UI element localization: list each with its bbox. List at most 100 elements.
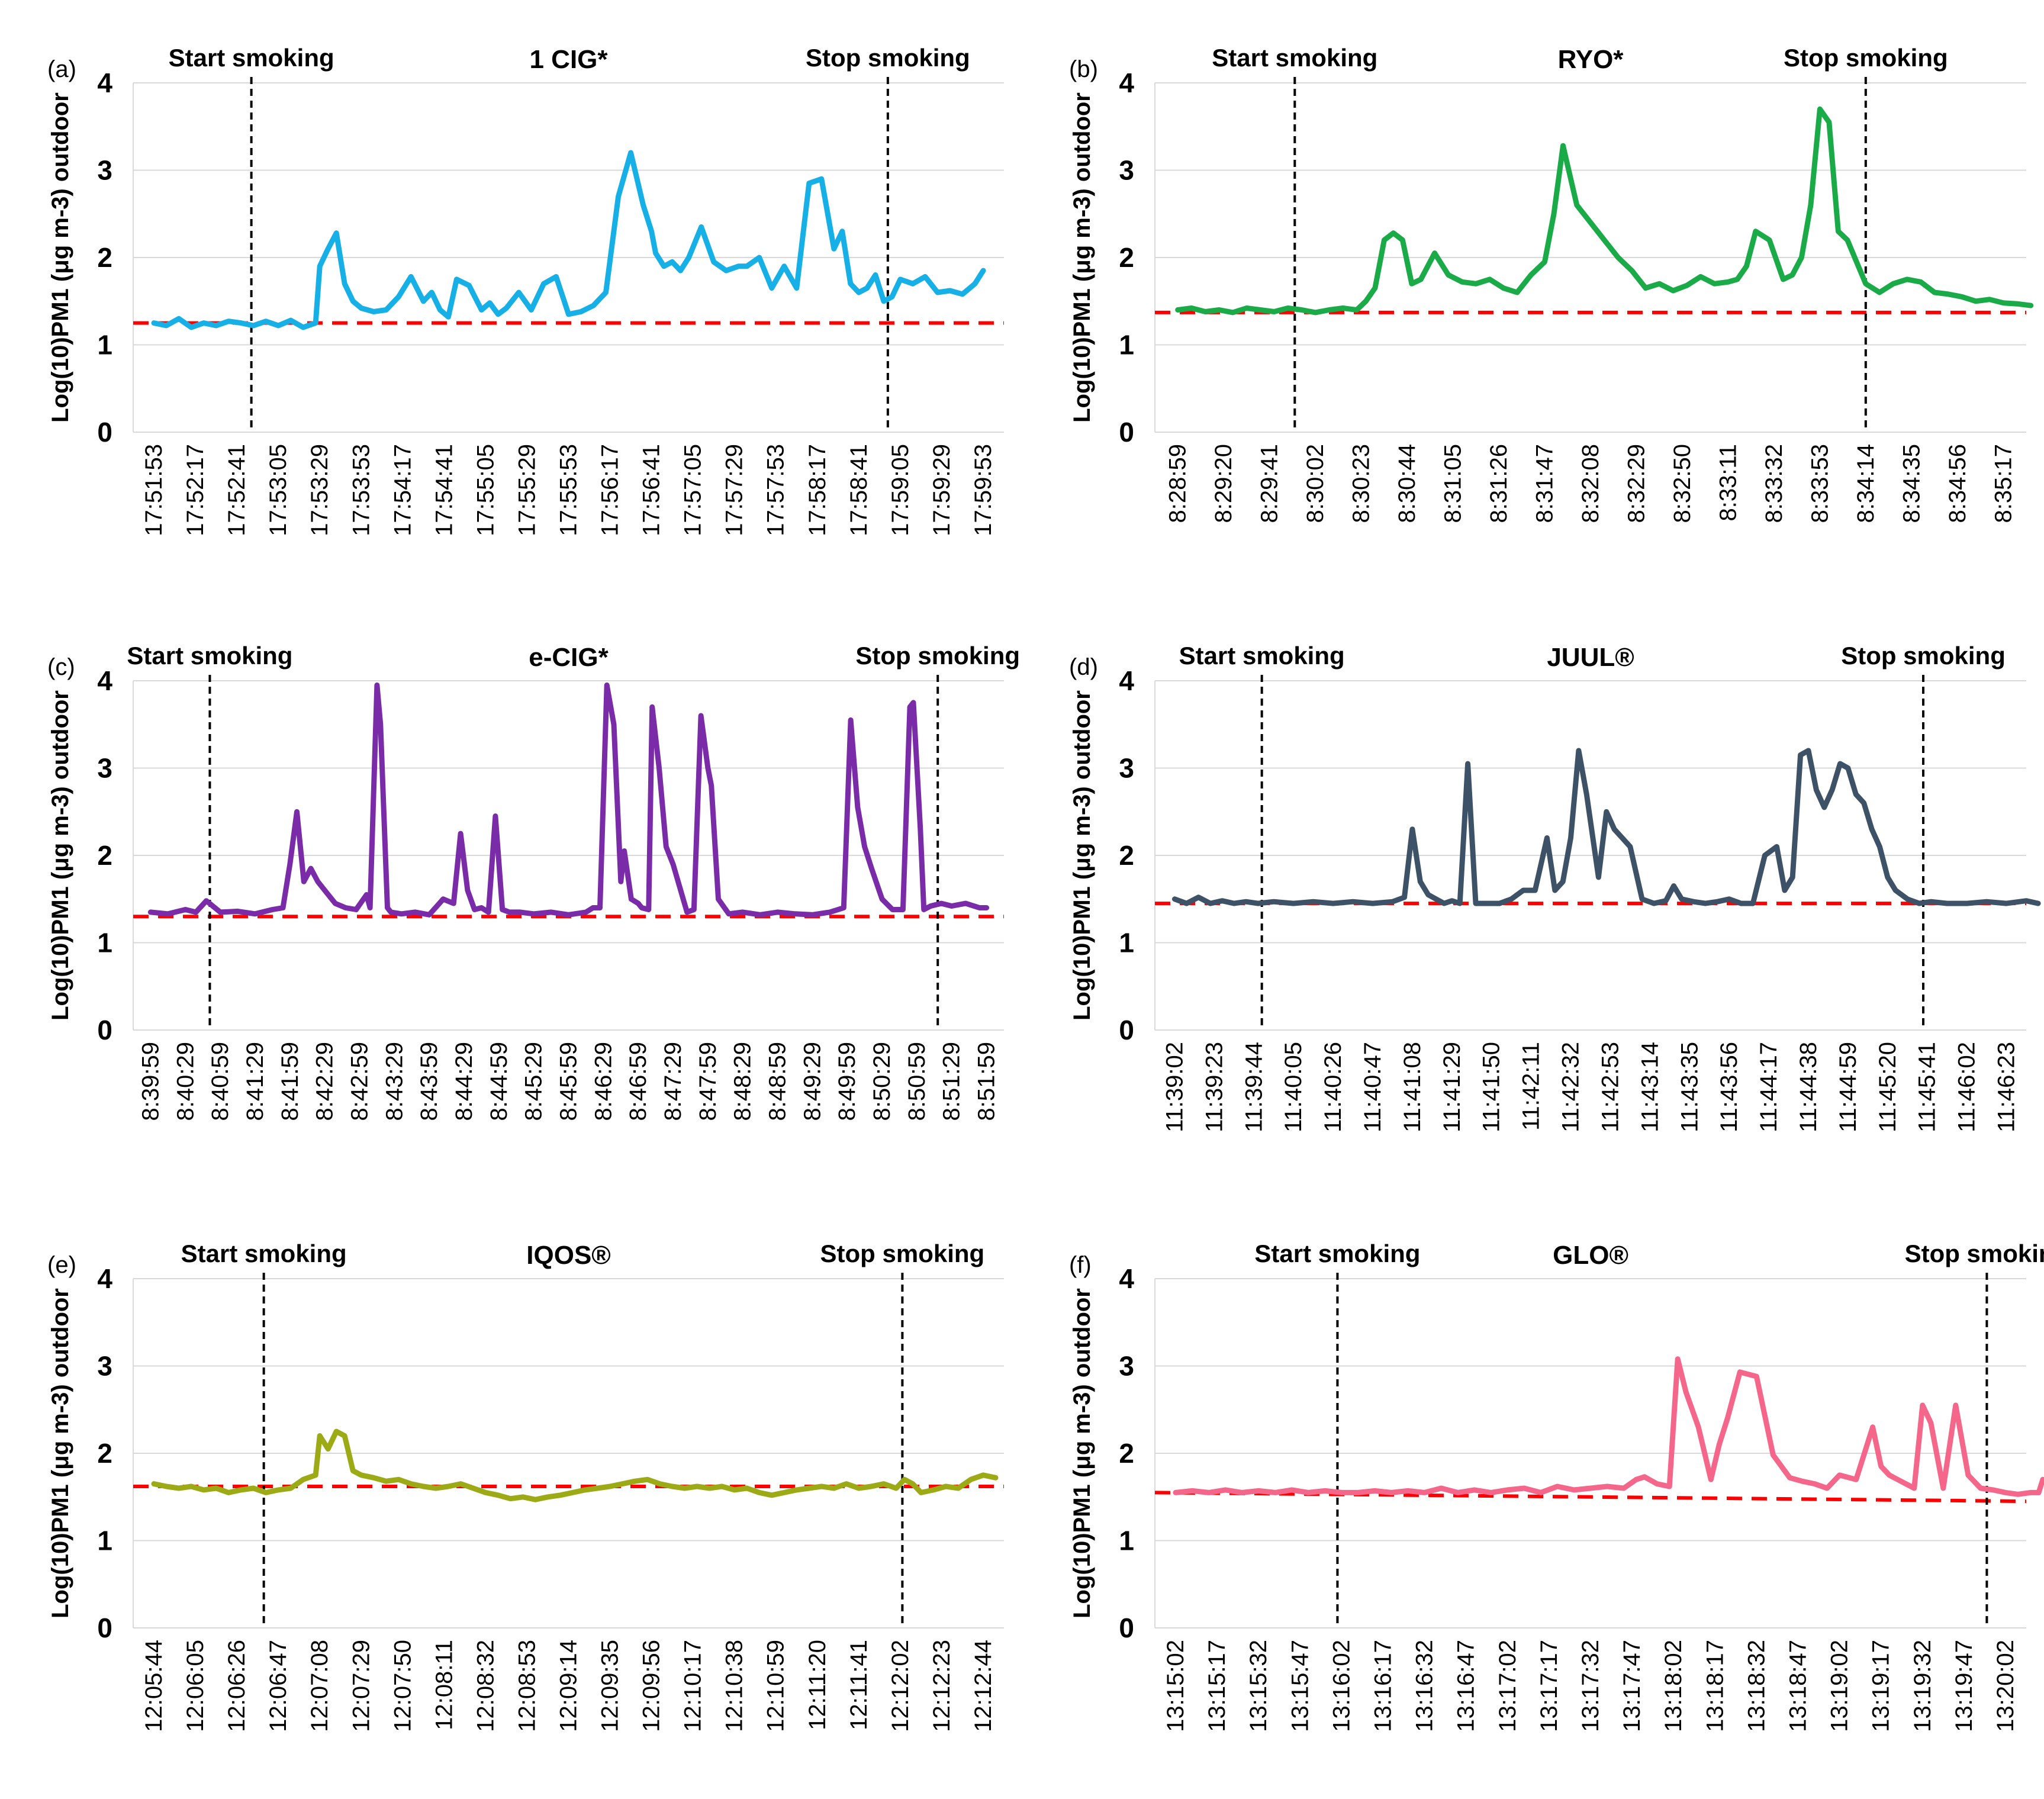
x-tick-label: 8:44:29: [451, 1042, 477, 1121]
x-tick-label: 13:18:02: [1660, 1640, 1686, 1732]
x-tick-label: 8:43:59: [416, 1042, 442, 1121]
x-tick-label: 11:44:38: [1795, 1042, 1821, 1132]
x-tick-label: 13:15:32: [1245, 1640, 1272, 1732]
x-tick-label: 8:45:29: [521, 1042, 547, 1121]
x-tick-label: 8:48:29: [730, 1042, 756, 1121]
x-tick-label: 12:08:53: [514, 1640, 540, 1732]
x-tick-label: 8:47:59: [695, 1042, 721, 1121]
panel-label: (c): [47, 654, 75, 680]
x-tick-label: 17:52:17: [182, 444, 208, 536]
x-tick-label: 8:40:29: [172, 1042, 198, 1121]
x-tick-label: 8:40:59: [207, 1042, 233, 1121]
x-tick-label: 11:44:17: [1756, 1042, 1782, 1132]
y-tick-label: 4: [1119, 67, 1134, 98]
x-tick-label: 11:41:08: [1399, 1042, 1425, 1132]
start-smoking-label: Start smoking: [181, 1240, 347, 1267]
x-tick-label: 8:32:50: [1669, 444, 1695, 523]
y-tick-label: 4: [1119, 1263, 1134, 1294]
x-tick-label: 12:10:59: [763, 1640, 789, 1732]
panel-f: (f) GLO® 0 1 2 3 4 13:15:02 13:15:17 13:15:32 13:1…: [1022, 1196, 2044, 1799]
x-tick-label: 17:56:41: [639, 444, 665, 536]
x-tick-label: 8:48:59: [765, 1042, 791, 1121]
x-tick-label: 11:41:29: [1439, 1042, 1465, 1132]
stop-smoking-label: Stop smoking: [1905, 1240, 2044, 1267]
x-tick-label: 11:39:02: [1161, 1042, 1187, 1132]
panel-label: (a): [47, 56, 76, 82]
x-tick-label: 8:51:29: [939, 1042, 965, 1121]
x-tick-label: 8:33:53: [1807, 444, 1833, 523]
y-axis-label: Log(10)PM1 (μg m-3) outdoor: [1069, 92, 1095, 423]
y-tick-label: 0: [1119, 1015, 1134, 1045]
y-axis-label: Log(10)PM1 (μg m-3) outdoor: [47, 1288, 73, 1618]
x-tick-label: 11:46:23: [1994, 1042, 2020, 1132]
x-tick-label: 12:06:05: [182, 1640, 208, 1732]
x-tick-label: 11:43:14: [1637, 1042, 1663, 1132]
x-tick-label: 8:29:41: [1257, 444, 1283, 523]
x-tick-label: 8:41:29: [242, 1042, 268, 1121]
x-tick-label: 8:44:59: [486, 1042, 512, 1121]
x-tick-label: 8:29:20: [1211, 444, 1237, 523]
x-tick-label: 17:58:17: [804, 444, 831, 536]
x-tick-label: 8:31:26: [1486, 444, 1512, 523]
chart-title: 1 CIG*: [529, 45, 608, 74]
x-tick-label: 8:50:29: [869, 1042, 895, 1121]
baseline-line: [1154, 1491, 2027, 1504]
x-tick-label: 8:31:05: [1440, 444, 1466, 523]
chart-svg: (e) IQOS® 0 1 2 3 4 12:05:44 12:06:05 12:06:26 12:…: [47, 1240, 1004, 1732]
stop-smoking-label: Stop smoking: [1784, 44, 1948, 72]
start-smoking-label: Start smoking: [1212, 44, 1377, 72]
x-tick-label: 13:18:17: [1702, 1640, 1728, 1732]
y-axis-label: Log(10)PM1 (μg m-3) outdoor: [1069, 690, 1095, 1021]
panel-label: (d): [1069, 654, 1098, 680]
y-tick-label: 2: [97, 840, 112, 871]
x-tick-label: 11:43:35: [1676, 1042, 1702, 1132]
x-tick-label: 13:16:47: [1453, 1640, 1479, 1732]
x-tick-label: 13:16:17: [1370, 1640, 1396, 1732]
panel-e: (e) IQOS® 0 1 2 3 4 12:05:44 12:06:05 12:06:26 12:…: [0, 1196, 1022, 1799]
x-tick-label: 8:39:59: [137, 1042, 163, 1121]
x-tick-label: 8:46:59: [625, 1042, 651, 1121]
x-tick-label: 17:59:29: [929, 444, 955, 536]
series-line: [1173, 1356, 2044, 1497]
x-tick-label: 17:53:05: [265, 444, 291, 536]
x-tick-label: 13:17:02: [1495, 1640, 1521, 1732]
x-tick-label: 17:51:53: [141, 444, 167, 536]
x-tick-label: 8:45:59: [556, 1042, 582, 1121]
x-tick-label: 8:46:29: [590, 1042, 616, 1121]
x-tick-label: 17:57:05: [680, 444, 706, 536]
y-tick-label: 3: [97, 155, 112, 186]
x-tick-label: 13:16:02: [1328, 1640, 1354, 1732]
x-tick-label: 13:15:47: [1287, 1640, 1313, 1732]
x-tick-label: 17:57:29: [722, 444, 748, 536]
x-tick-label: 11:45:20: [1875, 1042, 1901, 1132]
y-tick-label: 0: [97, 417, 112, 448]
x-tick-label: 11:40:05: [1280, 1042, 1306, 1132]
x-tick-label: 11:40:47: [1360, 1042, 1386, 1132]
x-tick-label: 12:08:11: [431, 1640, 457, 1730]
x-tick-label: 17:52:41: [224, 444, 250, 536]
x-tick-label: 11:44:59: [1835, 1042, 1861, 1132]
x-tick-label: 8:32:08: [1578, 444, 1604, 523]
panel-a: (a) 1 CIG* 0 1 2 3 4 17:51:53 17:52:17 17:52:41 17…: [0, 0, 1022, 592]
x-tick-label: 17:58:41: [846, 444, 872, 536]
x-tick-label: 8:49:29: [799, 1042, 825, 1121]
x-tick-label: 12:12:23: [929, 1640, 955, 1732]
x-tick-label: 17:53:53: [348, 444, 374, 536]
stop-smoking-label: Stop smoking: [1841, 642, 2006, 670]
x-tick-label: 17:54:17: [390, 444, 416, 536]
y-tick-label: 3: [97, 753, 112, 784]
x-tick-label: 11:39:23: [1201, 1042, 1227, 1132]
x-tick-label: 17:56:17: [597, 444, 623, 536]
start-smoking-label: Start smoking: [169, 44, 334, 72]
x-tick-label: 12:08:32: [472, 1640, 498, 1732]
chart-title: IQOS®: [526, 1241, 610, 1270]
x-tick-label: 8:30:44: [1394, 444, 1420, 523]
y-axis-label: Log(10)PM1 (μg m-3) outdoor: [1069, 1288, 1095, 1618]
panel-label: (f): [1069, 1252, 1092, 1278]
chart-title: RYO*: [1558, 45, 1624, 74]
stop-smoking-label: Stop smoking: [806, 44, 970, 72]
x-tick-label: 8:50:59: [904, 1042, 930, 1121]
x-tick-label: 17:57:53: [763, 444, 789, 536]
panel-label: (b): [1069, 56, 1098, 82]
